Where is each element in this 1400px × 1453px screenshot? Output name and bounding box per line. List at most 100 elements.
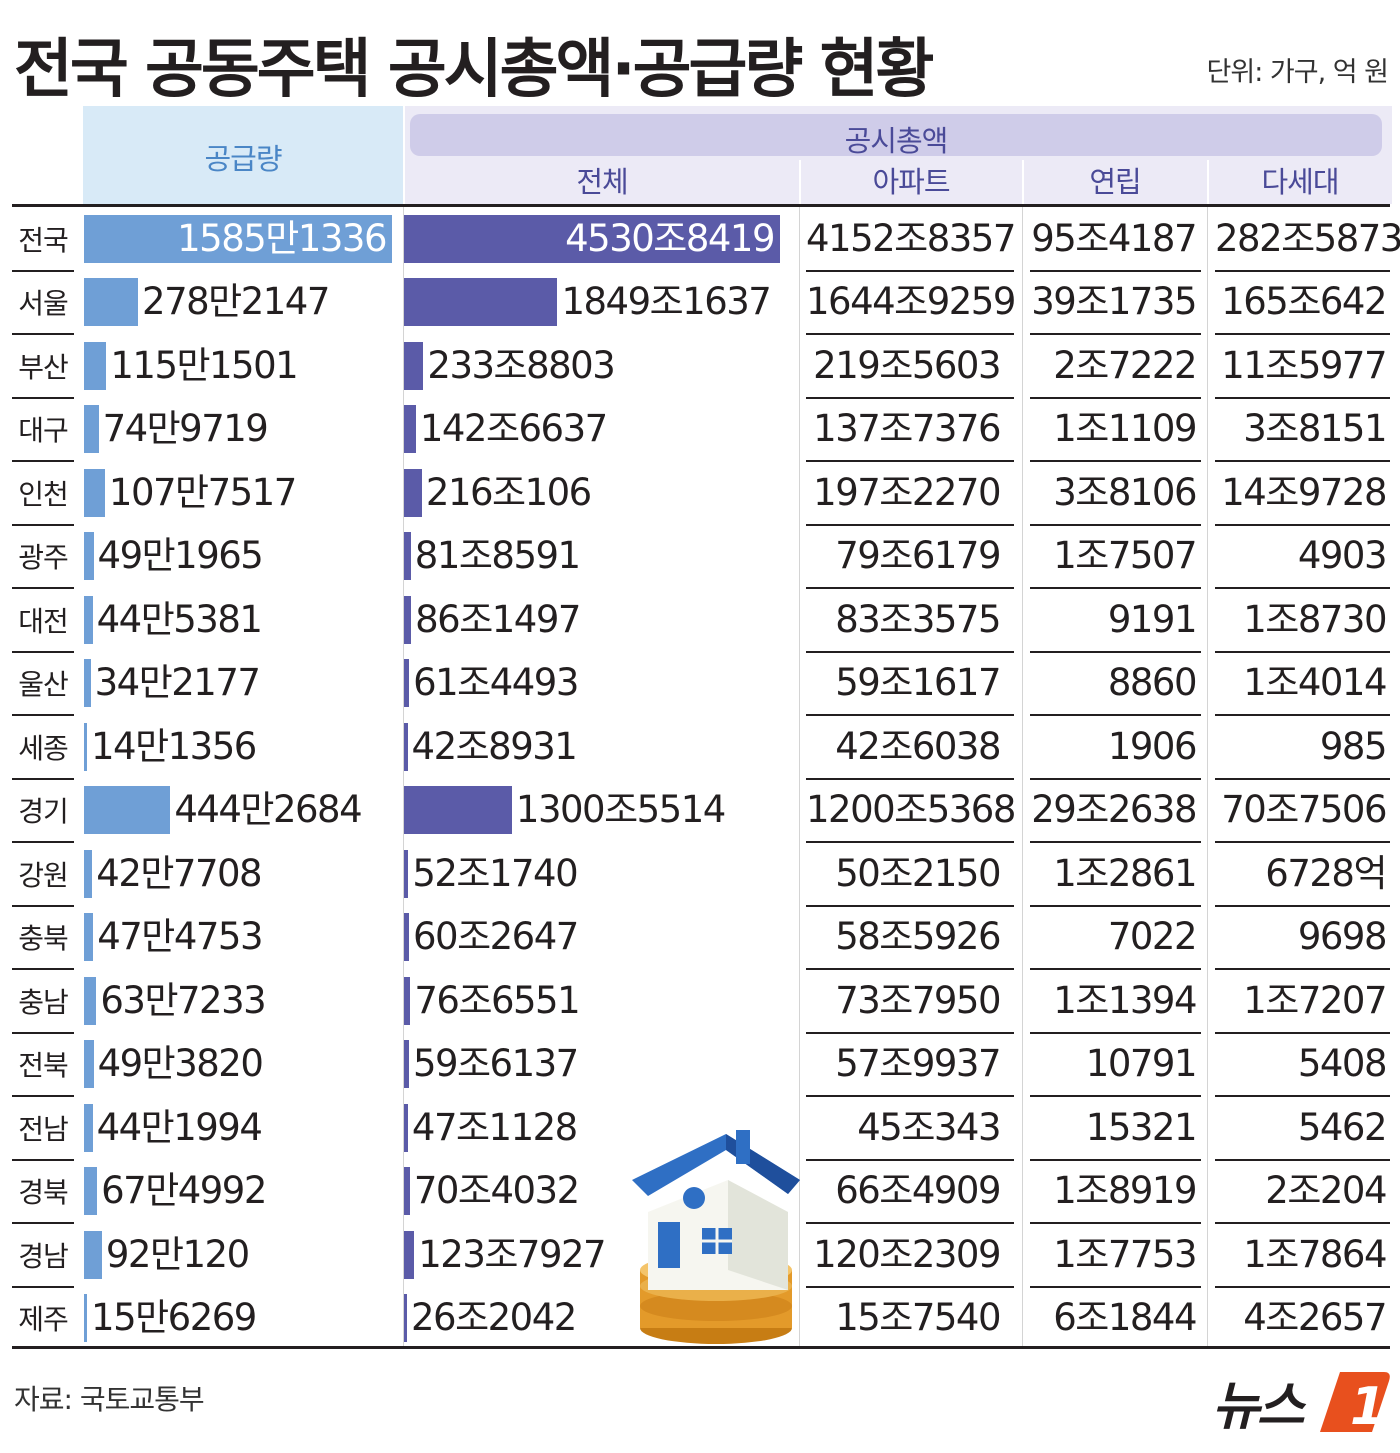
supply-bar [84,849,93,898]
total-bar [404,278,558,327]
total-value-label: 1300조5514 [515,788,726,832]
rowhouse-value: 15321 [1085,1105,1198,1149]
total-value-label: 26조2042 [411,1296,577,1340]
rowhouse-value: 3조8106 [1053,470,1197,514]
multi-value: 14조9728 [1221,470,1387,514]
apt-value: 4152조8357 [806,216,1016,260]
header-divider [1022,160,1024,204]
row-divider [12,1095,74,1097]
row-divider [1030,777,1201,780]
supply-bar [84,278,139,327]
column-divider [799,207,800,1346]
multi-value: 70조7506 [1221,788,1387,832]
rowhouse-value: 1조7507 [1053,534,1197,578]
row-divider [1215,523,1390,526]
row-divider [12,1031,74,1034]
row-divider [806,968,1014,970]
rowhouse-value: 1조8919 [1053,1169,1197,1213]
supply-bar [84,214,392,263]
total-bar [404,341,424,390]
multi-value: 282조5873 [1215,216,1400,260]
row-divider [12,396,74,399]
row-divider [1030,714,1201,716]
region-label: 강원 [18,858,69,892]
multi-value: 1조7864 [1243,1232,1387,1276]
multi-value: 2조204 [1265,1169,1387,1213]
row-divider [1030,1222,1201,1224]
supply-value-label: 1585만1336 [177,216,387,260]
row-divider [1215,1158,1390,1161]
supply-value-label: 115만1501 [110,343,298,387]
total-value-label: 216조106 [425,470,592,514]
total-value-label: 86조1497 [415,597,581,641]
unit-label: 단위: 가구, 억 원 [1206,57,1389,88]
row-divider [806,777,1014,780]
apt-value: 45조343 [857,1105,1001,1149]
supply-bar [84,1294,88,1343]
row-divider [1215,333,1390,335]
supply-bar [84,468,105,517]
header-total-pill: 공시총액 [410,114,1382,158]
row-divider [1215,968,1390,970]
row-divider [12,841,74,843]
total-bar [404,659,410,708]
row-divider [1030,1095,1201,1097]
rowhouse-value: 1조7753 [1053,1232,1197,1276]
row-divider [806,1285,1014,1288]
row-divider [806,841,1014,843]
rowhouse-value: 29조2638 [1031,788,1197,832]
header-rowhouse: 연립 [1089,165,1141,199]
total-value-label: 142조6637 [419,407,608,451]
header-apt: 아파트 [872,165,950,199]
region-label: 대구 [18,414,69,448]
region-label: 대전 [18,604,69,638]
total-value-label: 59조6137 [412,1042,579,1086]
row-divider [12,1222,74,1224]
total-value-label: 123조7927 [418,1232,606,1276]
row-divider [1030,523,1201,526]
supply-bar [84,341,107,390]
header-divider [1207,160,1209,204]
region-label: 울산 [18,668,69,702]
multi-value: 9698 [1297,915,1388,959]
region-label: 경북 [18,1176,69,1210]
total-bar [404,405,416,454]
row-divider [806,523,1014,526]
apt-value: 58조5926 [835,915,1001,959]
row-divider [1215,650,1390,653]
apt-value: 73조7950 [835,978,1001,1022]
total-value-label: 60조2647 [413,915,579,959]
rowhouse-value: 8860 [1107,661,1198,705]
region-label: 광주 [18,541,69,575]
supply-value-label: 15만6269 [91,1296,257,1340]
row-divider [806,1222,1014,1224]
row-divider [12,650,74,653]
apt-value: 57조9937 [835,1042,1001,1086]
apt-value: 219조5603 [813,343,1001,387]
total-bar [404,1294,407,1343]
rowhouse-value: 1조2861 [1053,851,1197,895]
rowhouse-value: 1906 [1107,724,1198,768]
apt-value: 83조3575 [835,597,1001,641]
supply-bar [84,659,91,708]
supply-value-label: 14만1356 [91,724,257,768]
total-value-label: 1849조1637 [561,280,771,324]
multi-value: 5462 [1297,1105,1388,1149]
header-multi: 다세대 [1261,165,1339,199]
row-divider [12,714,74,716]
supply-value-label: 42만7708 [96,851,262,895]
total-value-label: 70조4032 [413,1169,580,1213]
row-divider [806,1158,1014,1161]
row-divider [1215,841,1390,843]
row-divider [12,269,74,272]
region-label: 서울 [18,287,69,321]
svg-text:뉴스: 뉴스 [1212,1377,1307,1437]
total-value-label: 42조8931 [411,724,578,768]
rowhouse-value: 7022 [1107,915,1198,959]
column-divider [403,207,404,1346]
region-label: 전남 [18,1112,69,1146]
apt-value: 1200조5368 [806,788,1016,832]
row-divider [1215,714,1390,716]
total-bar [404,722,408,771]
total-bar [404,595,412,644]
